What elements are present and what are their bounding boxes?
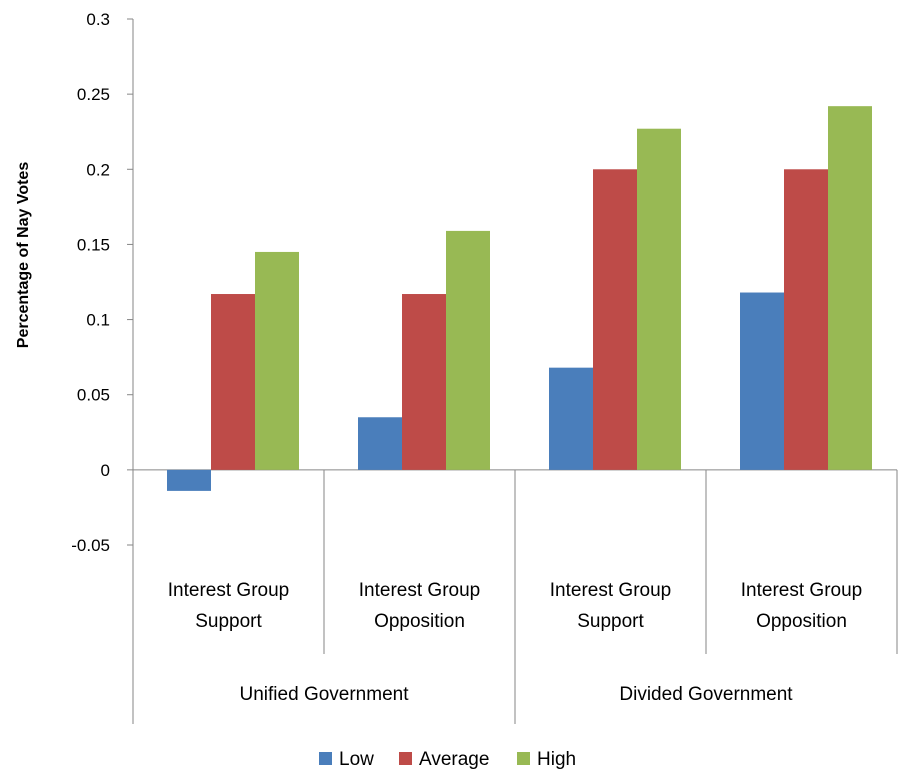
bar-low — [358, 417, 402, 470]
legend-label: Average — [419, 749, 489, 770]
bar-high — [828, 106, 872, 470]
category-label: Opposition — [756, 611, 847, 632]
bars — [167, 106, 872, 491]
axes: 0.3 0.25 0.2 0.15 0.1 0.05 0 -0.05 Interest Grou… — [71, 10, 898, 724]
y-tick-label: 0 — [101, 461, 110, 480]
group-label: Unified Government — [240, 684, 410, 705]
y-tick-label: -0.05 — [71, 536, 110, 555]
bar-average — [784, 169, 828, 470]
bar-high — [446, 230, 490, 470]
category-label: Support — [577, 611, 644, 632]
bar-low — [167, 469, 211, 491]
group-label: Divided Government — [619, 684, 793, 705]
category-label: Support — [195, 611, 262, 632]
bar-high — [637, 128, 681, 470]
legend-item-average: Average — [399, 749, 489, 770]
bar-low — [549, 367, 593, 470]
category-label: Interest Group — [168, 580, 289, 601]
y-tick-label: 0.05 — [77, 386, 110, 405]
y-tick-label: 0.25 — [77, 85, 110, 104]
bar-average — [593, 169, 637, 470]
bar-high — [255, 251, 299, 470]
legend-label: Low — [339, 749, 374, 770]
category-label: Interest Group — [550, 580, 671, 601]
legend-label: High — [537, 749, 576, 770]
y-tick-label: 0.1 — [86, 311, 110, 330]
legend-swatch — [517, 752, 530, 765]
legend-item-low: Low — [319, 749, 374, 770]
legend-item-high: High — [517, 749, 576, 770]
legend-swatch — [399, 752, 412, 765]
legend: Low Average High — [319, 749, 576, 770]
category-label: Interest Group — [359, 580, 480, 601]
category-label: Opposition — [374, 611, 465, 632]
category-label: Interest Group — [741, 580, 862, 601]
y-tick-label: 0.2 — [86, 160, 110, 179]
y-axis-label: Percentage of Nay Votes — [15, 162, 32, 349]
bar-average — [211, 294, 255, 470]
bar-low — [740, 292, 784, 470]
bar-average — [402, 294, 446, 470]
legend-swatch — [319, 752, 332, 765]
y-tick-label: 0.3 — [86, 10, 110, 29]
y-tick-label: 0.15 — [77, 235, 110, 254]
